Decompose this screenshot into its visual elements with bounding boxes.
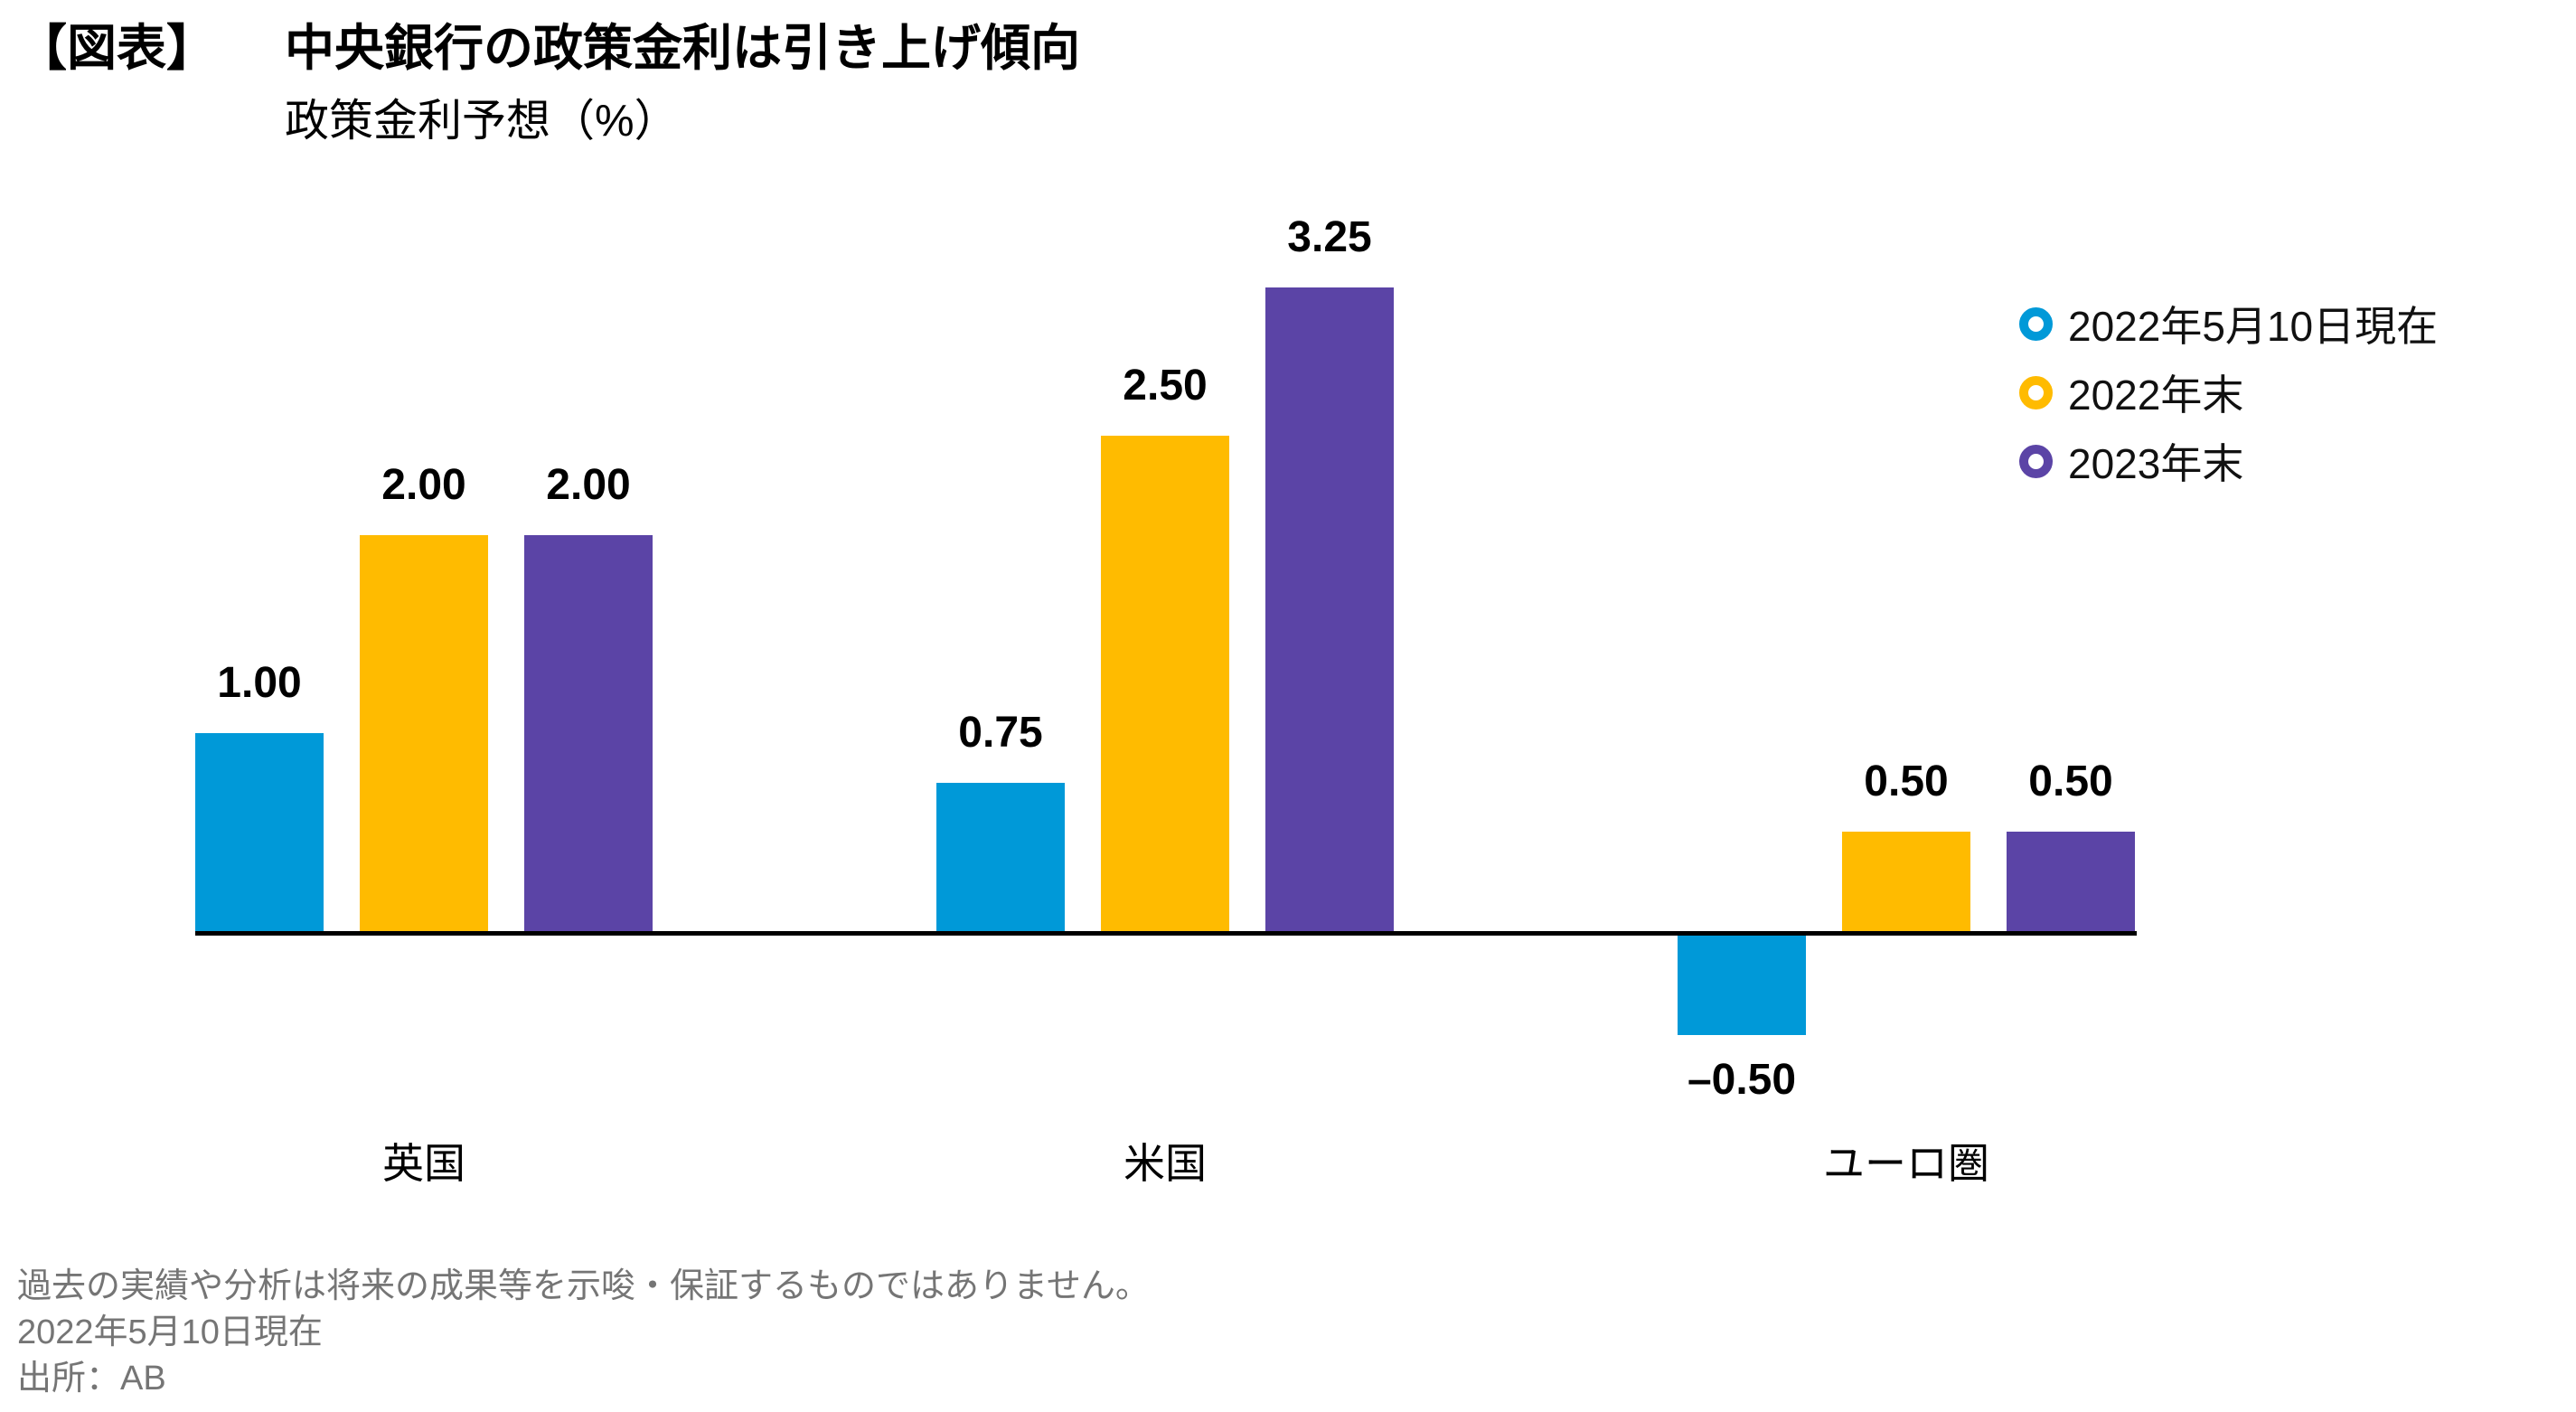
legend-label-end-2022: 2022年末 [2068,372,2244,419]
bar-euro-current [1678,936,1806,1035]
footnote-source: 出所：AB [17,1360,166,1398]
bar-value-label-uk-current: 1.00 [217,659,302,707]
x-axis-line [195,931,2137,936]
legend: 2022年5月10日現在 2022年末 2023年末 [2019,289,2438,495]
legend-item-end-2023: 2023年末 [2019,427,2438,495]
legend-label-current: 2022年5月10日現在 [2068,303,2439,350]
bar-uk-current [195,733,324,931]
bar-uk-end-2022 [360,535,488,931]
bar-us-current [936,783,1065,931]
bar-value-label-us-end-2023: 3.25 [1287,213,1372,261]
legend-marker-ring-icon [2019,444,2053,478]
figure-tag: 【図表】 [17,20,217,76]
legend-marker-ring-icon [2019,306,2053,341]
bar-us-end-2022 [1101,436,1229,931]
footnote-as-of-date: 2022年5月10日現在 [17,1313,323,1351]
category-label-euro: ユーロ圏 [1823,1140,1989,1187]
footnote: 過去の実績や分析は将来の成果等を示唆・保証するものではありません。 2022年5… [17,1264,1150,1402]
legend-item-current: 2022年5月10日現在 [2019,289,2438,358]
chart-subtitle: 政策金利予想（%） [285,97,679,146]
bar-value-label-euro-current: –0.50 [1687,1056,1797,1104]
footnote-disclaimer: 過去の実績や分析は将来の成果等を示唆・保証するものではありません。 [17,1267,1150,1305]
bar-euro-end-2023 [2007,832,2135,931]
bar-value-label-us-current: 0.75 [958,709,1043,757]
category-label-us: 米国 [1123,1140,1207,1187]
bar-uk-end-2023 [524,535,653,931]
bar-value-label-euro-end-2022: 0.50 [1864,758,1949,805]
bar-value-label-uk-end-2022: 2.00 [381,461,466,509]
bar-value-label-euro-end-2023: 0.50 [2028,758,2113,805]
bar-value-label-uk-end-2023: 2.00 [546,461,631,509]
legend-marker-ring-icon [2019,375,2053,409]
legend-item-end-2022: 2022年末 [2019,358,2438,427]
category-label-uk: 英国 [382,1140,465,1187]
chart-title: 中央銀行の政策金利は引き上げ傾向 [285,20,1081,76]
bar-value-label-us-end-2022: 2.50 [1123,362,1208,409]
bar-us-end-2023 [1265,287,1394,931]
bar-euro-end-2022 [1842,832,1970,931]
legend-label-end-2023: 2023年末 [2068,440,2244,487]
